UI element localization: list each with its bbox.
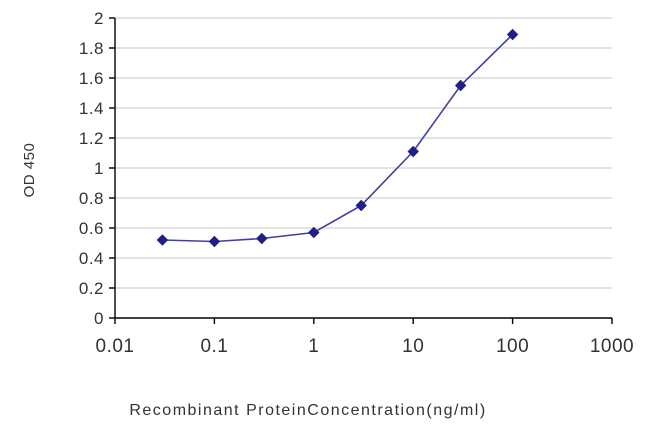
series-line (162, 33, 514, 243)
data-point-marker (256, 232, 268, 245)
y-tick-label: 2 (94, 9, 104, 28)
x-tick-label: 0.1 (200, 336, 228, 357)
y-tick-label: 1 (94, 159, 104, 178)
y-tick-label: 1.2 (79, 129, 104, 148)
data-point-marker (156, 234, 169, 246)
data-point-marker (355, 199, 367, 212)
data-point-marker (506, 28, 519, 41)
y-tick-label: 1.8 (79, 39, 104, 58)
x-axis-title: Recombinant ProteinConcentration(ng/ml) (129, 402, 486, 419)
y-tick-label: 1.6 (79, 69, 104, 88)
x-tick-label: 1000 (590, 336, 634, 357)
y-tick-label: 0.6 (79, 219, 104, 238)
data-point-marker (208, 235, 221, 248)
y-tick-label: 0.8 (79, 189, 104, 208)
x-tick-label: 100 (496, 336, 529, 357)
data-point-marker (308, 226, 320, 239)
data-point-marker (454, 79, 467, 92)
y-axis-title: OD 450 (21, 143, 38, 198)
y-tick-label: 0 (94, 309, 104, 328)
x-tick-label: 1 (308, 336, 319, 357)
y-tick-label: 1.4 (79, 99, 104, 118)
x-tick-label: 10 (402, 336, 424, 357)
y-tick-label: 0.4 (79, 249, 104, 268)
y-tick-label: 0.2 (79, 279, 104, 298)
data-point-marker (407, 145, 419, 158)
x-tick-label: 0.01 (96, 336, 135, 357)
